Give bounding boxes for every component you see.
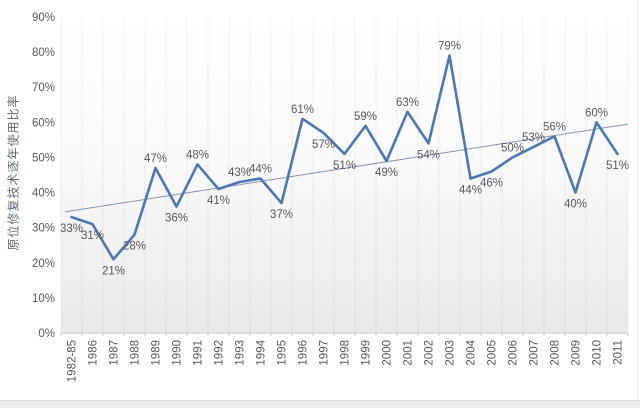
y-tick-label: 10% [32,293,55,305]
linear-trendline [64,123,629,213]
data-label: 61% [291,104,314,116]
y-tick-label: 80% [32,47,55,59]
data-label: 21% [102,265,125,277]
data-label: 44% [459,185,482,197]
data-label: 47% [144,153,167,165]
x-tick-label: 1989 [151,340,163,366]
data-label: 54% [417,149,440,161]
x-tick-label: 1988 [130,340,142,366]
data-label: 51% [333,160,356,172]
y-tick-label: 50% [32,152,55,164]
x-tick-label: 2000 [382,340,394,366]
data-label: 63% [396,97,419,109]
x-tick-label: 1987 [109,340,121,366]
data-label: 36% [165,213,188,225]
usage-rate-series-line [70,54,619,261]
data-label: 28% [123,241,146,253]
x-tick-label: 2008 [550,340,562,366]
x-tick-label: 1992 [214,340,226,366]
y-tick-label: 40% [32,188,55,200]
x-tick-label: 2009 [571,340,583,366]
x-tick-label: 1993 [235,340,247,366]
y-tick-label: 20% [32,258,55,270]
data-label: 59% [354,111,377,123]
y-axis-title: 原位修复技术逐年使用比率 [6,94,21,251]
data-label: 53% [522,132,545,144]
data-label: 51% [606,160,629,172]
data-label: 48% [186,149,209,161]
x-tick-label: 1998 [340,340,352,366]
x-tick-label: 2010 [592,340,604,366]
x-tick-label: 2004 [466,339,478,365]
x-tick-label: 2006 [508,340,520,366]
page-bottom-strip [0,400,640,408]
y-tick-label: 30% [32,223,55,235]
x-tick-label: 1994 [256,339,268,365]
data-label: 79% [438,41,461,53]
data-label: 41% [207,195,230,207]
x-tick-label: 2003 [445,340,457,366]
x-tick-label: 2001 [403,340,415,366]
x-tick-label: 2011 [613,340,625,365]
data-label: 31% [81,230,104,242]
y-tick-label: 0% [38,328,55,340]
x-tick-label: 1996 [298,340,310,366]
data-label: 57% [312,139,335,151]
y-tick-label: 70% [32,82,55,94]
x-tick-label: 1995 [277,340,289,366]
x-tick-label: 1982-85 [67,340,79,382]
y-tick-label: 60% [32,117,55,129]
page-right-edge [637,0,638,401]
data-label: 46% [480,177,503,189]
plot-area [61,17,628,333]
data-label: 37% [270,209,293,221]
x-tick-label: 2007 [529,340,541,366]
data-label: 50% [501,142,524,154]
y-tick-label: 90% [32,12,55,24]
data-label: 43% [228,167,251,179]
data-label: 33% [60,223,83,235]
data-label: 44% [249,164,272,176]
data-label: 49% [375,167,398,179]
x-tick-label: 1997 [319,340,331,366]
data-label: 40% [564,199,587,211]
x-tick-label: 1986 [88,340,100,366]
x-tick-label: 2002 [424,340,436,366]
data-label: 56% [543,121,566,133]
x-tick-label: 1990 [172,340,184,366]
data-label: 60% [585,107,608,119]
x-tick-label: 1991 [193,340,205,366]
x-tick-label: 2005 [487,340,499,366]
x-tick-label: 1999 [361,340,373,366]
